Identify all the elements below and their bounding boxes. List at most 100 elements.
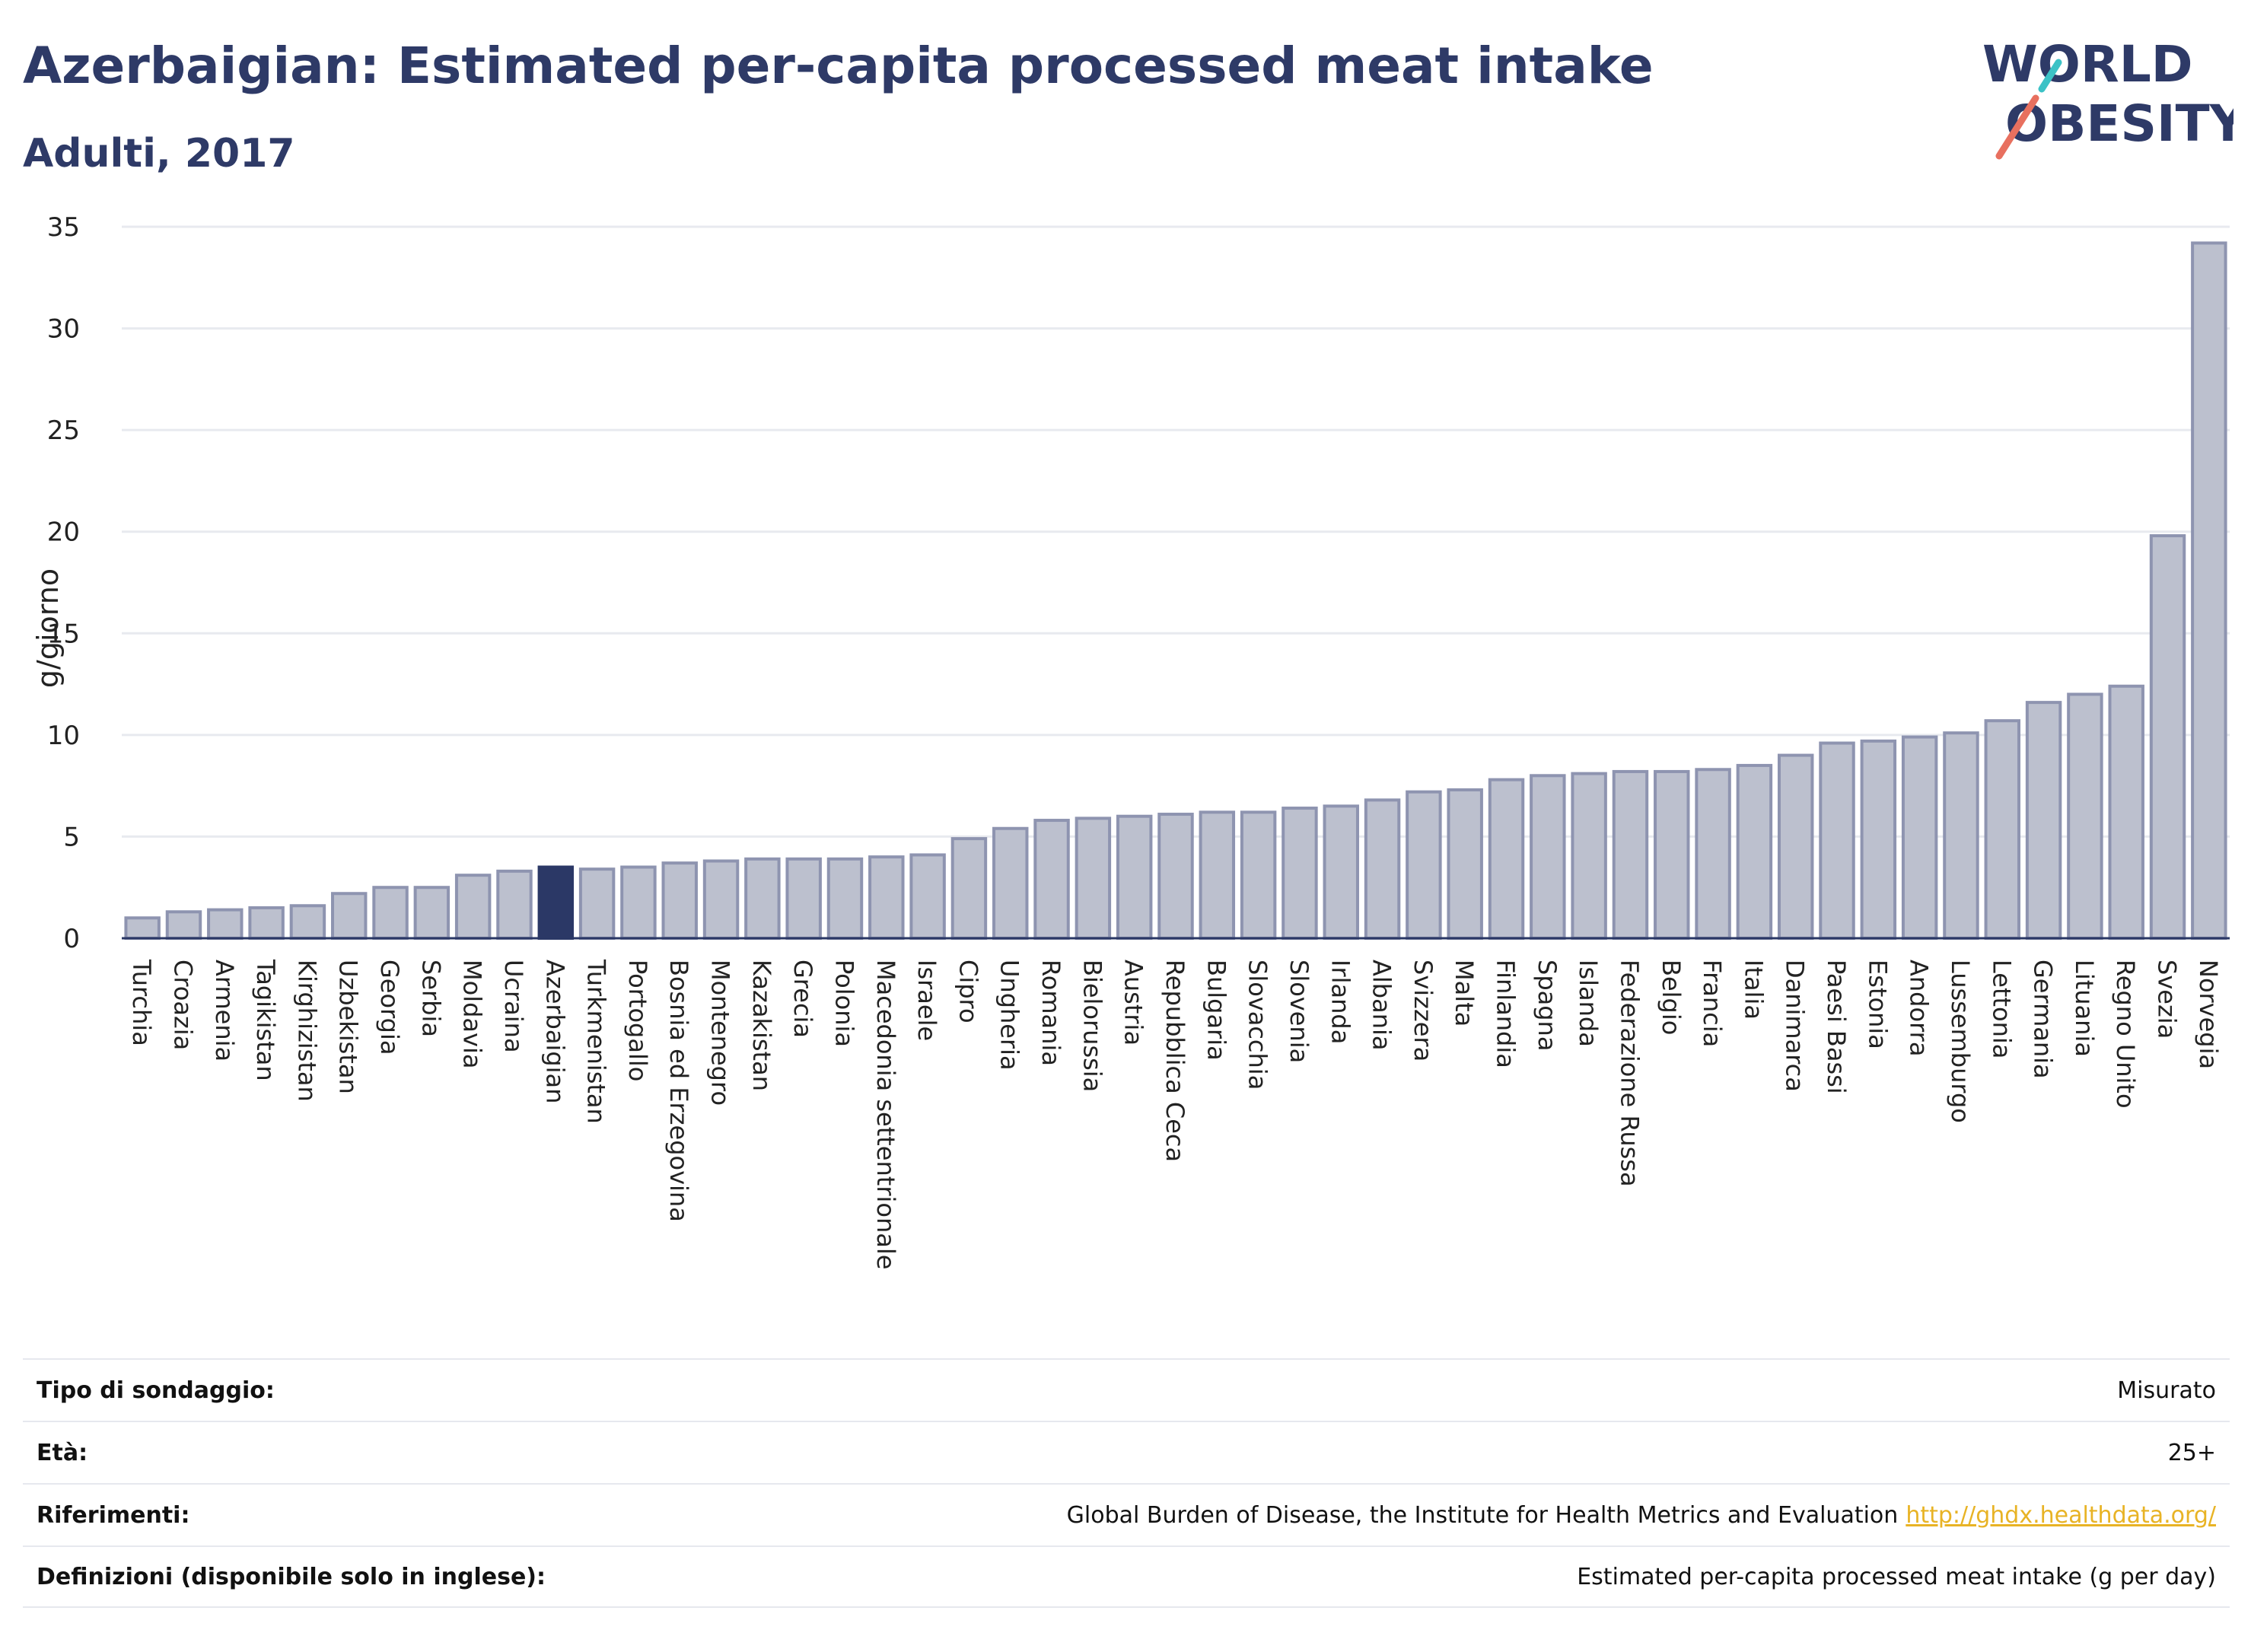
y-axis-title: g/giorno [31, 568, 65, 688]
bar-grecia[interactable] [785, 857, 822, 941]
x-tick-label: Lituania [2070, 960, 2099, 1057]
bar-danimarca[interactable] [1777, 753, 1814, 940]
bar-uzbekistan[interactable] [331, 892, 368, 940]
x-tick-label: Bielorussia [1078, 960, 1106, 1092]
bar-finlandia[interactable] [1488, 778, 1525, 940]
x-tick-label: Georgia [375, 960, 404, 1055]
bar-lussemburgo[interactable] [1943, 731, 1979, 941]
bar-irlanda[interactable] [1323, 804, 1359, 941]
bar-albania[interactable] [1364, 798, 1401, 941]
x-tick-label: Regno Unito [2111, 960, 2140, 1109]
bars [124, 241, 2227, 941]
bar-lituania[interactable] [2067, 692, 2103, 941]
bar-repubblica-ceca[interactable] [1157, 813, 1194, 940]
bar-estonia[interactable] [1860, 739, 1897, 940]
x-tick-label: Kirghizistan [292, 960, 321, 1102]
bar-austria[interactable] [1116, 814, 1153, 940]
x-tick-label: Romania [1036, 960, 1065, 1066]
x-tick-label: Polonia [829, 960, 858, 1047]
bar-armenia[interactable] [207, 908, 244, 940]
bar-moldavia[interactable] [454, 874, 492, 940]
y-tick-label: 10 [47, 721, 80, 751]
x-tick-label: Kazakistan [747, 960, 776, 1091]
y-tick-label: 30 [47, 314, 80, 345]
x-tick-label: Finlandia [1492, 960, 1520, 1068]
bar-belgio[interactable] [1654, 769, 1690, 941]
bar-spagna[interactable] [1530, 774, 1566, 940]
bar-israele[interactable] [909, 853, 946, 941]
bar-kirghizistan[interactable] [289, 904, 326, 941]
y-axis-ticks: 0 5 10 15 20 25 30 35 [47, 212, 80, 954]
x-axis-labels: Turchia Croazia Armenia Tagikistan Kirghizis… [127, 959, 2223, 1269]
bar-romania[interactable] [1033, 819, 1070, 940]
bar-bielorussia[interactable] [1075, 816, 1112, 941]
bar-islanda[interactable] [1571, 772, 1607, 940]
bar-svizzera[interactable] [1406, 790, 1442, 940]
x-tick-label: Paesi Bassi [1822, 960, 1851, 1094]
bar-germania[interactable] [2025, 701, 2062, 940]
x-tick-label: Repubblica Ceca [1161, 960, 1189, 1162]
x-tick-label: Israele [912, 960, 941, 1041]
bar-montenegro[interactable] [702, 859, 740, 940]
bar-ucraina[interactable] [496, 869, 533, 941]
x-tick-label: Azerbaigian [540, 960, 569, 1103]
chart-title: Azerbaigian: Estimated per-capita proces… [23, 37, 1654, 95]
bar-andorra[interactable] [1901, 735, 1938, 940]
bar-turkmenistan[interactable] [578, 867, 616, 940]
x-tick-label: Bosnia ed Erzegovina [664, 960, 693, 1222]
bar-francia[interactable] [1695, 768, 1731, 940]
x-tick-label: Ucraina [499, 960, 528, 1053]
bar-chart: 0 5 10 15 20 25 30 35 Turchia Croazia Armenia Tagi… [31, 212, 2230, 1269]
x-tick-label: Uzbekistan [334, 960, 363, 1094]
x-tick-label: Danimarca [1781, 960, 1810, 1092]
bar-croazia[interactable] [165, 910, 202, 941]
logo-text-obesity: OBESITY [2005, 94, 2233, 153]
bar-italia[interactable] [1736, 763, 1773, 941]
x-tick-label: Norvegia [2194, 960, 2223, 1069]
definitions-value: Estimated per-capita processed meat inta… [1577, 1563, 2216, 1590]
y-tick-label: 15 [47, 619, 80, 649]
bar-bosnia-ed-erzegovina[interactable] [661, 861, 698, 940]
age-label: Età: [37, 1439, 88, 1466]
bar-cipro[interactable] [950, 837, 988, 940]
x-tick-label: Lussemburgo [1946, 960, 1975, 1123]
x-tick-label: Armenia [210, 960, 239, 1062]
bar-regno-unito[interactable] [2108, 684, 2144, 940]
bar-paesi-bassi[interactable] [1819, 741, 1855, 940]
bar-kazakistan[interactable] [744, 857, 781, 941]
x-tick-label: Lettonia [1987, 960, 2016, 1058]
bar-malta[interactable] [1447, 788, 1483, 940]
info-row-references: Riferimenti: Global Burden of Disease, t… [23, 1483, 2230, 1545]
bar-portogallo[interactable] [620, 865, 657, 940]
x-tick-label: Turchia [127, 959, 156, 1046]
x-tick-label: Tagikistan [251, 959, 280, 1081]
info-row-age: Età: 25+ [23, 1421, 2230, 1483]
bar-ungheria[interactable] [992, 826, 1029, 940]
info-row-survey-type: Tipo di sondaggio: Misurato [23, 1358, 2230, 1421]
bar-slovacchia[interactable] [1240, 810, 1277, 941]
bar-polonia[interactable] [826, 857, 864, 941]
x-tick-label: Francia [1698, 960, 1727, 1047]
bar-norvegia[interactable] [2191, 241, 2227, 941]
bar-svezia[interactable] [2149, 534, 2186, 940]
survey-type-label: Tipo di sondaggio: [37, 1377, 275, 1404]
bar-federazione-russa[interactable] [1612, 769, 1649, 941]
bar-bulgaria[interactable] [1199, 810, 1236, 941]
bar-macedonia-settentrionale[interactable] [868, 855, 905, 940]
bar-georgia[interactable] [372, 886, 409, 940]
x-tick-label: Bulgaria [1202, 960, 1231, 1061]
bar-slovenia[interactable] [1282, 807, 1318, 940]
bar-serbia[interactable] [413, 886, 451, 940]
bar-turchia[interactable] [124, 916, 161, 941]
references-link[interactable]: http://ghdx.healthdata.org/ [1906, 1501, 2216, 1529]
y-tick-label: 20 [47, 517, 80, 548]
x-tick-label: Estonia [1863, 960, 1892, 1049]
x-tick-label: Andorra [1905, 960, 1934, 1056]
bar-lettonia[interactable] [1984, 719, 2021, 941]
x-tick-label: Albania [1367, 960, 1396, 1050]
x-tick-label: Cipro [954, 960, 982, 1023]
y-tick-label: 5 [63, 822, 80, 852]
bar-azerbaigian[interactable] [537, 865, 575, 940]
bar-tagikistan[interactable] [248, 906, 285, 941]
x-tick-label: Spagna [1533, 960, 1562, 1051]
